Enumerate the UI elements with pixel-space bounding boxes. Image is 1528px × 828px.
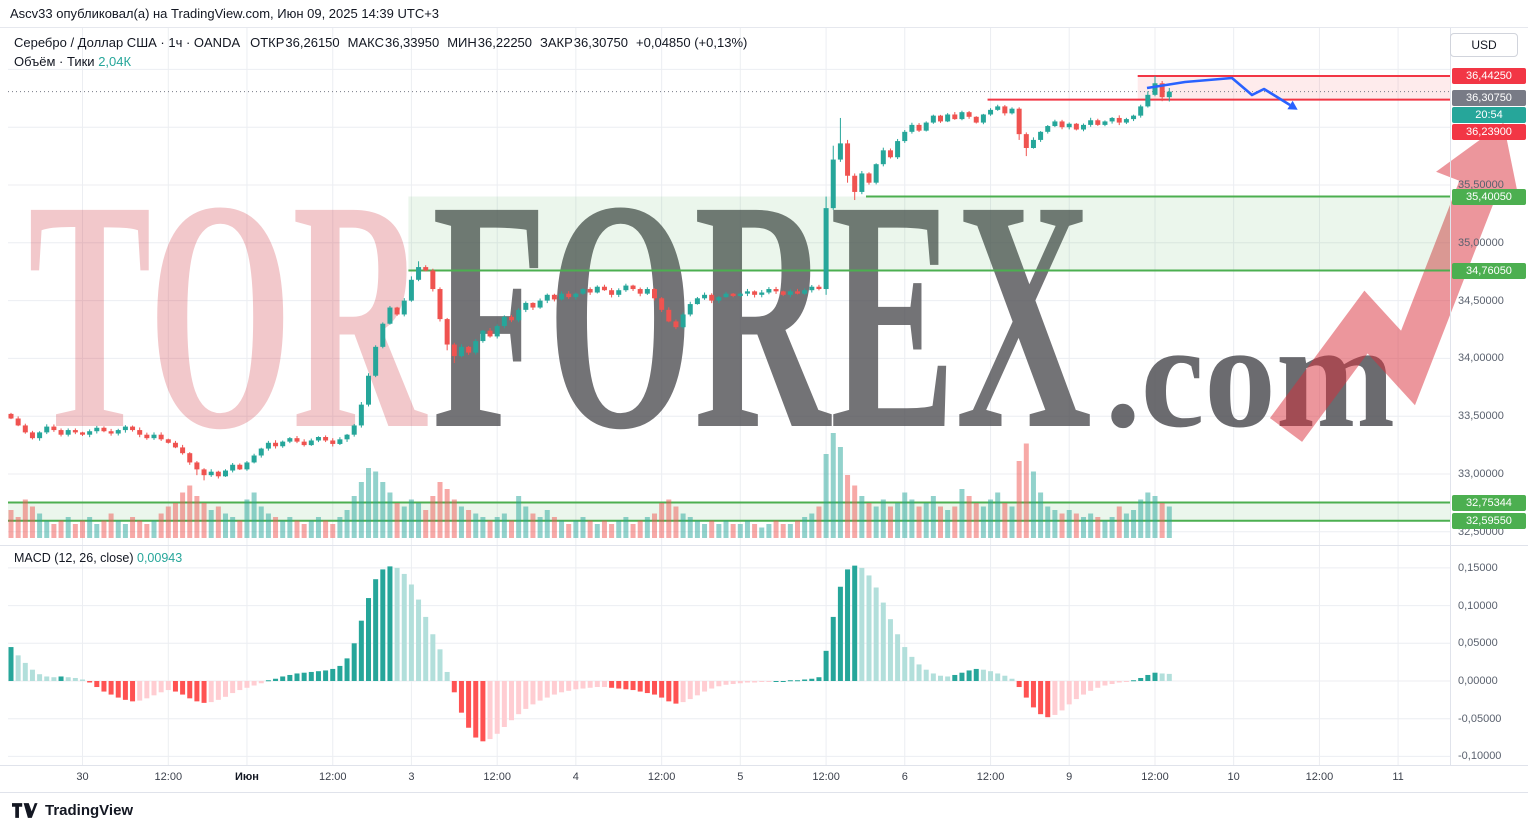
resistance-zone [1137, 76, 1450, 100]
volume-value: 2,04К [98, 54, 132, 69]
watermark: TOR FOREX .com [28, 122, 1520, 498]
time-axis-label: 10 [1227, 771, 1240, 783]
time-axis-label: 6 [901, 771, 908, 783]
time-axis-label: 11 [1392, 771, 1404, 783]
volume-layer [8, 433, 1172, 538]
symbol-legend: Серебро / Доллар США · 1ч · OANDA ОТКР36… [14, 35, 747, 50]
time-axis-label: 5 [737, 771, 744, 783]
macd-value: 0,00943 [137, 551, 183, 565]
macd-axis-label: -0,10000 [1458, 750, 1502, 763]
candles-layer [8, 76, 1172, 481]
price-axis-badge: 20:54 [1452, 107, 1526, 123]
macd-axis-label: 0,10000 [1458, 599, 1498, 612]
time-axis-label: Июн [234, 771, 259, 783]
time-axis-label: 12:00 [483, 771, 511, 783]
macd-axis-label: 0,00000 [1458, 675, 1498, 687]
time-axis-label: 12:00 [1305, 771, 1334, 783]
support-zone-upper [408, 196, 1450, 271]
price-axis-label: 34,50000 [1458, 294, 1504, 307]
macd-params: (12, 26, close) [54, 551, 134, 565]
macd-axis-label: 0,05000 [1458, 637, 1498, 650]
price-axis-badge: 36,44250 [1452, 68, 1526, 84]
projection-arrow-head [1287, 100, 1298, 110]
macd-label: MACD [14, 551, 51, 565]
macd-legend: MACD (12, 26, close) 0,00943 [14, 551, 182, 565]
macd-axis-label: 0,15000 [1458, 561, 1498, 574]
watermark-tor: TOR [28, 133, 428, 498]
time-axis-label: 12:00 [976, 771, 1005, 783]
watermark-arrowhead [1436, 122, 1520, 205]
pane-borders [0, 28, 1528, 793]
tradingview-brand[interactable]: TradingView [45, 802, 134, 819]
price-axis-label: 34,00000 [1458, 352, 1504, 365]
ohlc-open: ОТКР36,26150 [250, 35, 340, 50]
macd-axis-label: -0,05000 [1458, 712, 1502, 725]
price-axis-label: 35,00000 [1458, 236, 1504, 249]
time-axis-label: 3 [408, 771, 415, 783]
ohlc-close: ЗАКР36,30750 [540, 35, 629, 50]
watermark-forex: FOREX [432, 133, 1092, 498]
tradingview-logo-icon[interactable] [12, 803, 38, 818]
volume-label: Объём · Тики [14, 54, 95, 69]
time-axis-label: 12:00 [647, 771, 676, 783]
pane-separator[interactable] [0, 543, 1528, 548]
volume-legend: Объём · Тики 2,04К [14, 54, 131, 69]
price-axis-badge: 32,59550 [1452, 513, 1526, 529]
watermark-arrow [1269, 180, 1497, 442]
ohlc-low: МИН36,22250 [447, 35, 533, 50]
price-axis-label: 33,50000 [1458, 410, 1504, 423]
grid-layer [8, 28, 1450, 765]
time-axis-label: 30 [76, 771, 89, 783]
ohlc-high: МАКС36,33950 [347, 35, 440, 50]
time-axis-label: 12:00 [812, 771, 840, 783]
price-axis-label: 35,50000 [1458, 179, 1504, 191]
attribution-bar: Ascv33 опубликовал(а) на TradingView.com… [0, 0, 1528, 28]
currency-toggle-button[interactable]: USD [1450, 33, 1518, 57]
price-axis-badge: 36,30750 [1452, 90, 1526, 106]
change-value: +0,04850 (+0,13%) [636, 35, 748, 50]
price-axis-label: 33,00000 [1458, 468, 1504, 480]
annotation-layer[interactable] [1146, 76, 1298, 110]
footer-bar: TradingView [0, 793, 1528, 828]
projection-arrow[interactable] [1146, 76, 1291, 107]
time-axis-label: 12:00 [154, 771, 183, 783]
price-axis-badge: 32,75344 [1452, 495, 1526, 511]
price-axis-badge: 35,40050 [1452, 189, 1526, 205]
macd-layer [8, 565, 1172, 742]
time-axis-label: 12:00 [1141, 771, 1169, 783]
time-axis-label: 4 [572, 771, 579, 783]
price-axis-badge: 34,76050 [1452, 263, 1526, 279]
symbol-title[interactable]: Серебро / Доллар США · 1ч · OANDA [14, 35, 241, 50]
time-axis-label: 12:00 [318, 771, 347, 783]
price-axis-badge: 36,23900 [1452, 124, 1526, 140]
time-axis-label: 9 [1066, 771, 1073, 783]
attribution-text: Ascv33 опубликовал(а) на TradingView.com… [10, 6, 440, 21]
